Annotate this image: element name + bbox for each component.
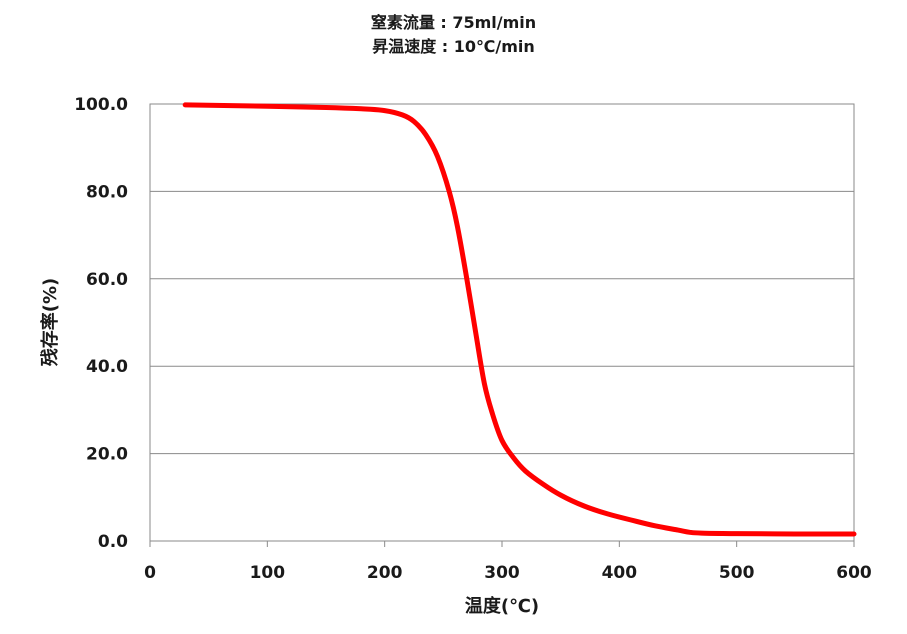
y-tick-label: 40.0 bbox=[86, 357, 128, 377]
chart-subtitle-nitrogen-flow: 窒素流量 : 75ml/min bbox=[370, 13, 537, 32]
x-tick-label: 100 bbox=[250, 563, 286, 583]
plot-area bbox=[149, 103, 855, 542]
gridlines bbox=[150, 190, 854, 455]
x-tick-label: 0 bbox=[144, 563, 156, 583]
y-tick-label: 20.0 bbox=[86, 445, 128, 465]
y-tick-label: 80.0 bbox=[86, 182, 128, 202]
x-tick-label: 500 bbox=[719, 563, 755, 583]
y-tick-label: 60.0 bbox=[86, 270, 128, 290]
chart-subtitle-heating-rate: 昇温速度 : 10℃/min bbox=[372, 37, 535, 56]
x-tick-label: 200 bbox=[367, 563, 403, 583]
x-tick-label: 600 bbox=[836, 563, 872, 583]
x-tick-labels: 0 100 200 300 400 500 600 bbox=[144, 541, 872, 583]
y-tick-label: 0.0 bbox=[98, 532, 128, 552]
y-tick-label: 100.0 bbox=[74, 95, 128, 115]
y-tick-labels: 0.0 20.0 40.0 60.0 80.0 100.0 bbox=[74, 95, 128, 552]
x-tick-label: 300 bbox=[484, 563, 520, 583]
x-tick-label: 400 bbox=[602, 563, 638, 583]
residual-curve bbox=[182, 102, 857, 537]
y-axis-title: 残存率(%) bbox=[39, 278, 61, 367]
x-axis-title: 温度(℃) bbox=[465, 595, 539, 617]
